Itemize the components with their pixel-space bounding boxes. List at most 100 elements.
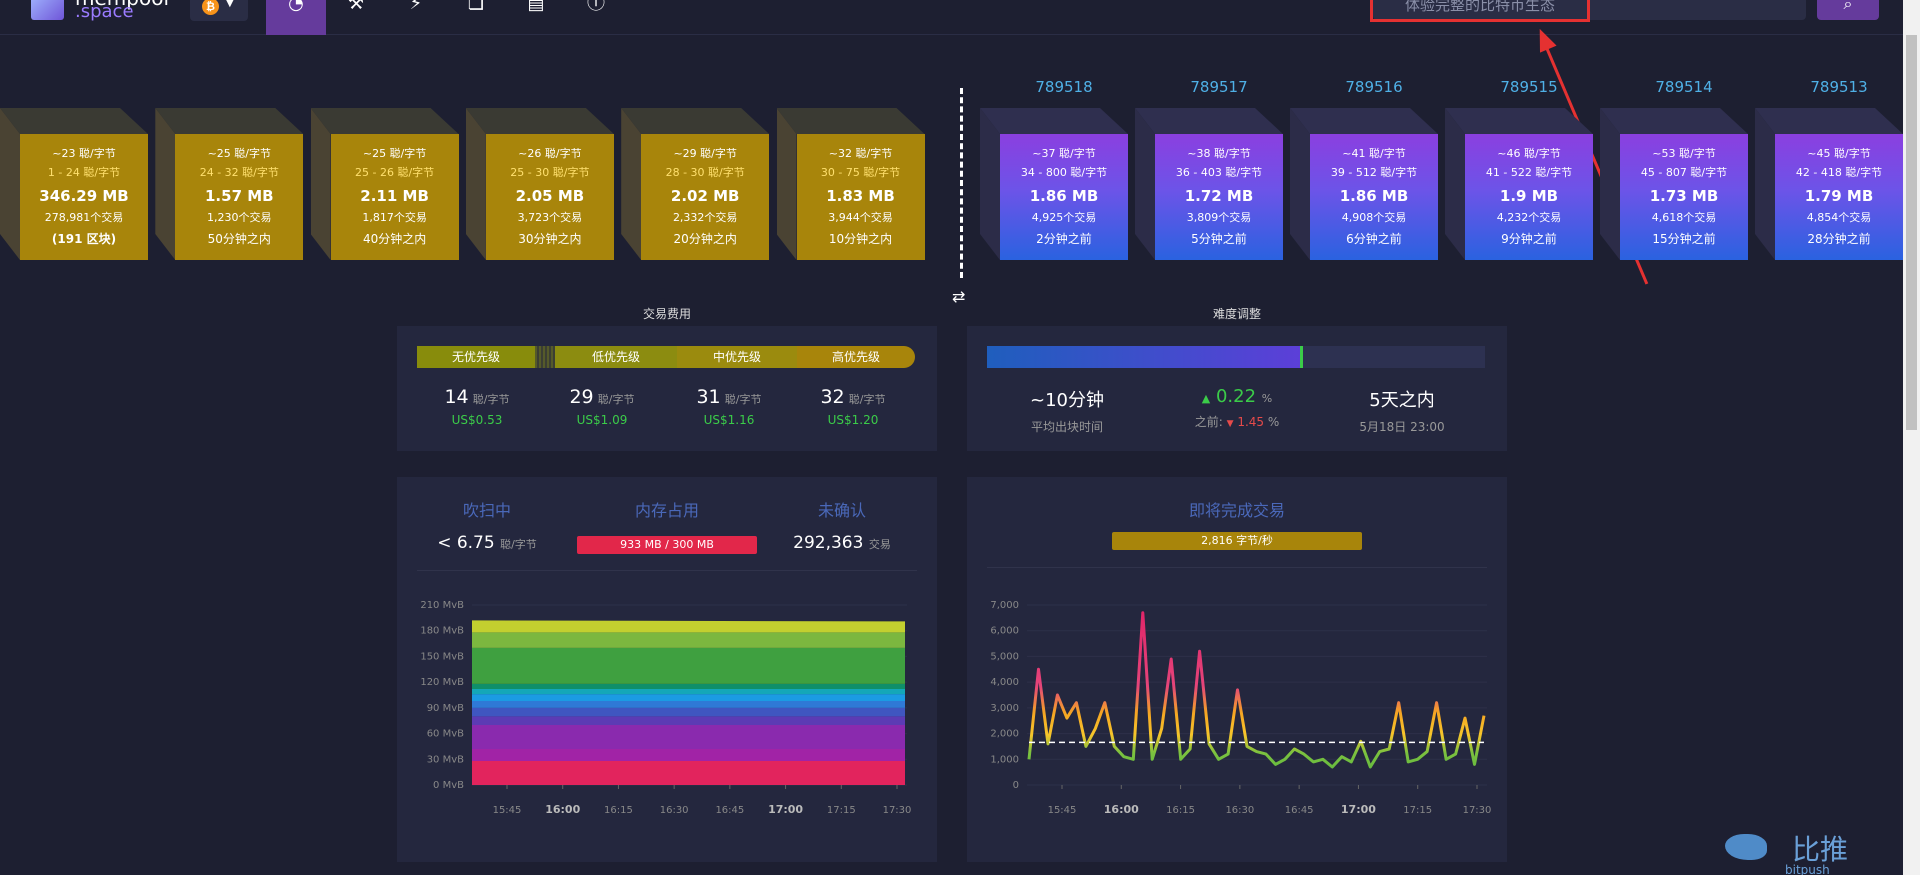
y-tick-label: 6,000 bbox=[990, 626, 1019, 637]
block-eta: (191 区块) bbox=[51, 232, 117, 246]
difficulty-panel[interactable]: ~10分钟 平均出块时间 ▲ 0.22 % 之前: ▼ 1.45 % 5天之内 … bbox=[967, 326, 1507, 451]
block-height-link[interactable]: 789513 bbox=[1810, 78, 1868, 96]
mempool-fee-band bbox=[472, 620, 905, 633]
mined-block[interactable]: ~41 聪/字节 39 - 512 聪/字节 1.86 MB 4,908个交易 6分钟之… bbox=[1290, 108, 1438, 260]
mined-block[interactable]: ~45 聪/字节 42 - 418 聪/字节 1.79 MB 4,854个交易 28分钟… bbox=[1755, 108, 1903, 260]
pending-block[interactable]: ~25 聪/字节 24 - 32 聪/字节 1.57 MB 1,230个交易 50分钟之… bbox=[155, 108, 304, 260]
fee-unit: 聪/字节 bbox=[472, 393, 510, 406]
mempool-fee-band bbox=[472, 725, 905, 749]
pending-block[interactable]: ~25 聪/字节 25 - 26 聪/字节 2.11 MB 1,817个交易 40分钟之… bbox=[310, 108, 459, 260]
y-tick-label: 180 MvB bbox=[420, 626, 464, 637]
fee-high-value: 32 bbox=[820, 386, 845, 408]
block-side-face bbox=[621, 108, 642, 260]
incoming-title: 即将完成交易 bbox=[1188, 501, 1285, 520]
fee-low-usd: US$1.09 bbox=[576, 413, 628, 427]
y-tick-label: 2,000 bbox=[990, 729, 1019, 740]
block-median-fee: ~41 聪/字节 bbox=[1342, 147, 1406, 160]
mined-block[interactable]: ~37 聪/字节 34 - 800 聪/字节 1.86 MB 4,925个交易 2分钟之… bbox=[980, 108, 1128, 260]
mempool-logo-icon[interactable] bbox=[31, 0, 64, 20]
blocks-icon[interactable]: ❏ bbox=[467, 0, 485, 14]
mempool-fee-band bbox=[472, 694, 905, 701]
y-tick-label: 0 MvB bbox=[433, 780, 464, 791]
search-button[interactable]: ⌕ bbox=[1817, 0, 1879, 20]
x-tick-label: 16:45 bbox=[715, 805, 744, 816]
block-height-link[interactable]: 789518 bbox=[1035, 78, 1093, 96]
block-side-face bbox=[980, 108, 1000, 260]
memory-label: 内存占用 bbox=[634, 501, 699, 520]
memory-usage-bar: 933 MB / 300 MB bbox=[577, 536, 757, 554]
unconfirmed-value: 292,363 bbox=[793, 533, 864, 553]
x-tick-label: 16:30 bbox=[660, 805, 689, 816]
block-front-face: ~41 聪/字节 39 - 512 聪/字节 1.86 MB 4,908个交易 6分钟之… bbox=[1310, 134, 1438, 260]
mining-pickaxe-icon[interactable]: ⚒ bbox=[347, 0, 365, 14]
difficulty-progress-fill bbox=[987, 346, 1301, 368]
block-fee-range: 25 - 26 聪/字节 bbox=[355, 166, 435, 179]
mempool-fee-band bbox=[472, 689, 905, 695]
block-age: 2分钟之前 bbox=[1036, 232, 1092, 246]
block-eta: 30分钟之内 bbox=[518, 232, 582, 246]
x-tick-label: 16:30 bbox=[1225, 805, 1254, 816]
block-top-face bbox=[1135, 108, 1283, 134]
incoming-tx-chart[interactable]: 0 1,000 2,000 3,000 4,000 5,000 6,000 7,000 15:4… bbox=[967, 577, 1507, 862]
x-tick-label: 16:00 bbox=[1104, 803, 1139, 816]
x-tick-label: 17:00 bbox=[1341, 803, 1376, 816]
incoming-title-wrap: 即将完成交易 bbox=[1147, 497, 1327, 521]
block-eta: 20分钟之内 bbox=[673, 232, 737, 246]
block-size: 1.86 MB bbox=[1339, 187, 1409, 205]
y-tick-label: 120 MvB bbox=[420, 677, 464, 688]
fee-label-medium: 中优先级 bbox=[677, 346, 797, 368]
info-icon[interactable]: ⓘ bbox=[587, 0, 605, 14]
mempool-size-chart[interactable]: 0 MvB 30 MvB 60 MvB 90 MvB 120 MvB 150 MvB 180… bbox=[397, 577, 937, 862]
watermark-text: 比推 bbox=[1792, 833, 1849, 866]
block-top-face bbox=[980, 108, 1128, 134]
mined-block[interactable]: ~38 聪/字节 36 - 403 聪/字节 1.72 MB 3,809个交易 5分钟之… bbox=[1135, 108, 1283, 260]
fee-unit: 聪/字节 bbox=[597, 393, 635, 406]
block-fee-range: 25 - 30 聪/字节 bbox=[510, 166, 590, 179]
scrollbar-thumb[interactable] bbox=[1906, 35, 1917, 430]
lightning-icon[interactable]: ⚡ bbox=[409, 0, 423, 14]
block-median-fee: ~25 聪/字节 bbox=[362, 147, 427, 160]
document-icon[interactable]: ▤ bbox=[527, 0, 545, 14]
difficulty-title: 难度调整 bbox=[1212, 307, 1261, 321]
logo-subtitle[interactable]: .space bbox=[75, 1, 134, 22]
block-size: 1.79 MB bbox=[1804, 187, 1874, 205]
difficulty-eta-date: 5月18日 23:00 bbox=[1359, 420, 1445, 434]
purging-label: 吹扫中 bbox=[462, 501, 511, 520]
block-front-face: ~45 聪/字节 42 - 418 聪/字节 1.79 MB 4,854个交易 28分钟… bbox=[1775, 134, 1903, 260]
top-navbar: mempool .space ₿ ▼ ◔ ⚒ ⚡ ❏ ▤ ⓘ ⌕ bbox=[0, 0, 1920, 35]
block-front-face: ~53 聪/字节 45 - 807 聪/字节 1.73 MB 4,618个交易 15分钟… bbox=[1620, 134, 1748, 260]
block-size: 2.02 MB bbox=[670, 187, 740, 205]
block-height-link[interactable]: 789515 bbox=[1500, 78, 1558, 96]
pending-block[interactable]: ~23 聪/字节 1 - 24 聪/字节 346.29 MB 278,981个交易 (1… bbox=[0, 108, 148, 260]
pending-block[interactable]: ~29 聪/字节 28 - 30 聪/字节 2.02 MB 2,332个交易 20分钟之… bbox=[621, 108, 770, 260]
blockchain-divider bbox=[960, 88, 963, 278]
network-selector[interactable]: ₿ ▼ bbox=[190, 0, 248, 21]
block-top-face bbox=[621, 108, 770, 134]
block-eta: 50分钟之内 bbox=[207, 232, 271, 246]
block-height-link[interactable]: 789516 bbox=[1345, 78, 1403, 96]
fee-medium: 31 聪/字节 US$1.16 bbox=[669, 386, 789, 427]
mined-block[interactable]: ~46 聪/字节 41 - 522 聪/字节 1.9 MB 4,232个交易 9分钟之前 bbox=[1445, 108, 1593, 260]
block-size: 2.05 MB bbox=[515, 187, 585, 205]
block-median-fee: ~45 聪/字节 bbox=[1807, 147, 1871, 160]
fee-high: 32 聪/字节 US$1.20 bbox=[793, 386, 913, 427]
block-top-face bbox=[155, 108, 304, 134]
mempool-panel: 吹扫中 < 6.75 聪/字节 内存占用 933 MB / 300 MB 未确认… bbox=[397, 477, 937, 862]
logo-name[interactable]: mempool bbox=[75, 0, 169, 8]
difficulty-eta-value: 5天之内 bbox=[1369, 390, 1435, 411]
difficulty-change-value: 0.22 bbox=[1215, 386, 1257, 407]
block-fee-range: 41 - 522 聪/字节 bbox=[1485, 166, 1573, 179]
dashboard-gauge-icon[interactable]: ◔ bbox=[266, 0, 326, 35]
block-height-link[interactable]: 789517 bbox=[1190, 78, 1248, 96]
pending-block[interactable]: ~32 聪/字节 30 - 75 聪/字节 1.83 MB 3,944个交易 10分钟之… bbox=[776, 108, 925, 260]
block-age: 9分钟之前 bbox=[1501, 232, 1557, 246]
block-height-link[interactable]: 789514 bbox=[1655, 78, 1713, 96]
pending-block[interactable]: ~26 聪/字节 25 - 30 聪/字节 2.05 MB 3,723个交易 30分钟之… bbox=[465, 108, 614, 260]
block-tx-count: 3,809个交易 bbox=[1186, 211, 1252, 224]
x-tick-label: 17:30 bbox=[1463, 805, 1492, 816]
bitcoin-icon: ₿ bbox=[202, 0, 219, 15]
block-size: 1.9 MB bbox=[1499, 187, 1559, 205]
mined-block[interactable]: ~53 聪/字节 45 - 807 聪/字节 1.73 MB 4,618个交易 15分钟… bbox=[1600, 108, 1748, 260]
swap-arrows-icon[interactable]: ⇄ bbox=[952, 287, 966, 306]
mempool-fee-band bbox=[472, 701, 905, 708]
